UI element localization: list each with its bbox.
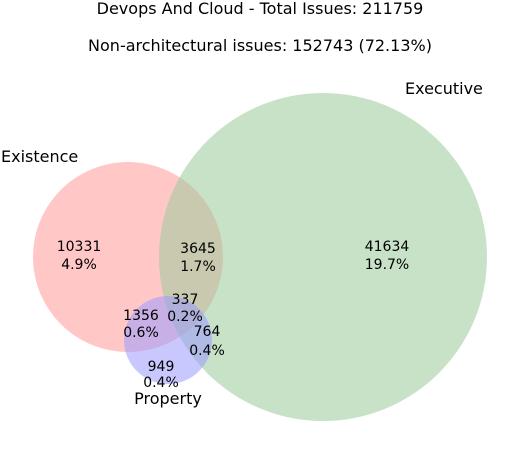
region-all-three-percent: 0.2% (167, 309, 203, 325)
set-label-existence: Existence (1, 147, 78, 166)
region-property-only-count: 949 (148, 359, 175, 375)
region-existence-property-percent: 0.6% (123, 325, 159, 341)
region-executive-property-count: 764 (194, 324, 221, 340)
region-executive-only-count: 41634 (365, 239, 410, 255)
chart-title: Devops And Cloud - Total Issues: 211759 (97, 0, 424, 18)
chart-subtitle: Non-architectural issues: 152743 (72.13%… (88, 36, 432, 55)
circles-layer (33, 93, 487, 421)
circle-property (124, 296, 212, 384)
region-existence-only-count: 10331 (57, 239, 102, 255)
circle-executive (159, 93, 487, 421)
region-executive-only-percent: 19.7% (365, 257, 409, 273)
region-property-only-percent: 0.4% (143, 375, 179, 391)
set-label-executive: Executive (405, 79, 483, 98)
region-existence-property-count: 1356 (123, 308, 159, 324)
region-executive-property-percent: 0.4% (189, 343, 225, 359)
region-existence-only-percent: 4.9% (61, 257, 97, 273)
region-existence-executive-percent: 1.7% (180, 259, 216, 275)
region-existence-executive-count: 3645 (180, 241, 216, 257)
region-all-three-count: 337 (172, 292, 199, 308)
set-label-property: Property (134, 389, 202, 408)
